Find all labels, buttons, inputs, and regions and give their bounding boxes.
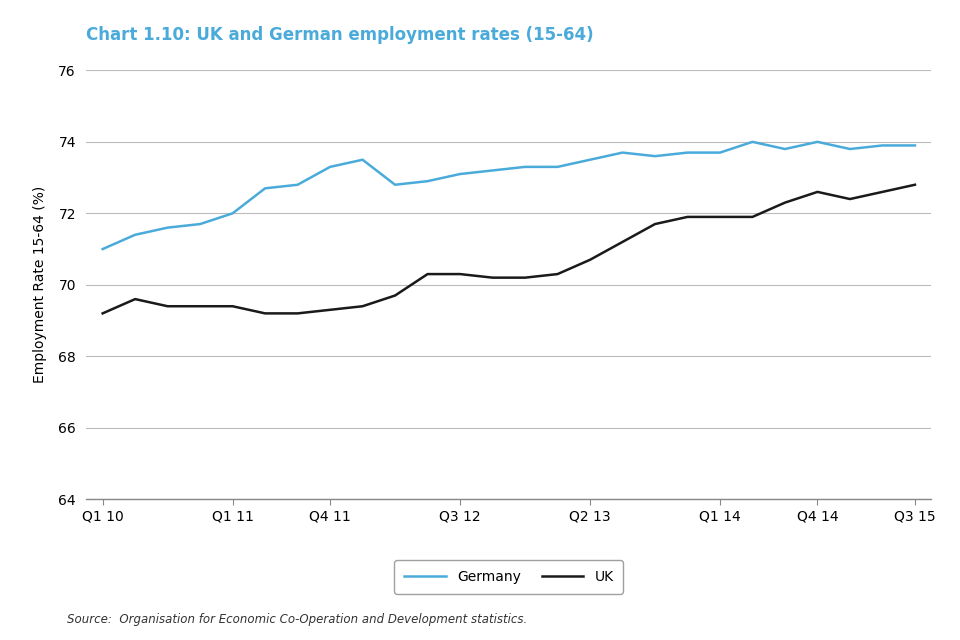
Germany [454,170,466,178]
UK [812,188,824,196]
UK [487,274,498,282]
Germany [519,163,531,171]
Germany [292,181,303,189]
UK [130,295,141,303]
Germany [487,166,498,174]
UK [390,292,401,300]
Germany [97,245,108,253]
UK [519,274,531,282]
UK [259,310,271,317]
Germany [616,148,628,156]
UK [421,270,433,278]
Germany [780,145,791,153]
Germany [585,156,596,164]
Text: Source:  Organisation for Economic Co-Operation and Development statistics.: Source: Organisation for Economic Co-Ope… [67,613,527,626]
UK [585,256,596,264]
Line: UK: UK [103,185,915,314]
UK [780,199,791,207]
Germany [682,148,693,156]
Germany [552,163,564,171]
Germany [421,177,433,185]
Legend: Germany, UK: Germany, UK [395,560,623,593]
Germany [714,148,726,156]
UK [227,302,238,310]
Germany [747,138,758,146]
Germany [876,141,888,149]
Line: Germany: Germany [103,142,915,249]
Germany [194,220,205,228]
Germany [130,231,141,239]
UK [714,213,726,221]
UK [292,310,303,317]
Germany [227,209,238,217]
UK [616,238,628,246]
UK [162,302,174,310]
Germany [357,156,369,164]
UK [682,213,693,221]
UK [324,306,336,314]
Germany [390,181,401,189]
UK [747,213,758,221]
Germany [812,138,824,146]
Germany [649,152,660,160]
UK [454,270,466,278]
UK [844,195,855,203]
UK [357,302,369,310]
UK [552,270,564,278]
Germany [844,145,855,153]
UK [194,302,205,310]
UK [909,181,921,189]
Germany [259,184,271,192]
Germany [909,141,921,149]
UK [97,310,108,317]
Germany [324,163,336,171]
Germany [162,224,174,232]
UK [876,188,888,196]
UK [649,220,660,228]
Y-axis label: Employment Rate 15-64 (%): Employment Rate 15-64 (%) [34,186,47,383]
Text: Chart 1.10: UK and German employment rates (15-64): Chart 1.10: UK and German employment rat… [86,26,594,44]
